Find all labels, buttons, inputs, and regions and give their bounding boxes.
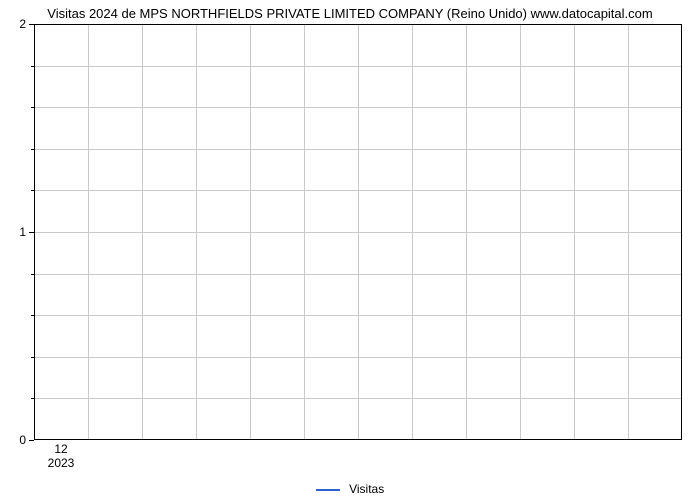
- grid-horizontal: [34, 232, 682, 233]
- y-tick-label: 0: [19, 433, 26, 447]
- legend: Visitas: [0, 482, 700, 496]
- chart-container: Visitas 2024 de MPS NORTHFIELDS PRIVATE …: [0, 0, 700, 500]
- grid-horizontal: [34, 315, 682, 316]
- plot-area: [34, 24, 682, 440]
- y-tick-mark: [29, 232, 34, 233]
- y-tick-mark: [29, 440, 34, 441]
- y-tick-label: 2: [19, 17, 26, 31]
- y-tick-label: 1: [19, 225, 26, 239]
- grid-horizontal: [34, 149, 682, 150]
- legend-swatch: [316, 489, 340, 491]
- grid-horizontal: [34, 190, 682, 191]
- y-minor-tick-mark: [31, 149, 34, 150]
- x-tick-year: 2023: [48, 456, 75, 470]
- chart-title: Visitas 2024 de MPS NORTHFIELDS PRIVATE …: [0, 6, 700, 21]
- y-minor-tick-mark: [31, 274, 34, 275]
- y-minor-tick-mark: [31, 66, 34, 67]
- y-minor-tick-mark: [31, 398, 34, 399]
- grid-horizontal: [34, 66, 682, 67]
- y-minor-tick-mark: [31, 107, 34, 108]
- grid-horizontal: [34, 107, 682, 108]
- x-tick-month: 12: [54, 442, 67, 456]
- legend-label: Visitas: [349, 482, 384, 496]
- grid-horizontal: [34, 398, 682, 399]
- grid-horizontal: [34, 274, 682, 275]
- y-minor-tick-mark: [31, 315, 34, 316]
- y-tick-mark: [29, 24, 34, 25]
- y-minor-tick-mark: [31, 190, 34, 191]
- grid-horizontal: [34, 357, 682, 358]
- y-minor-tick-mark: [31, 357, 34, 358]
